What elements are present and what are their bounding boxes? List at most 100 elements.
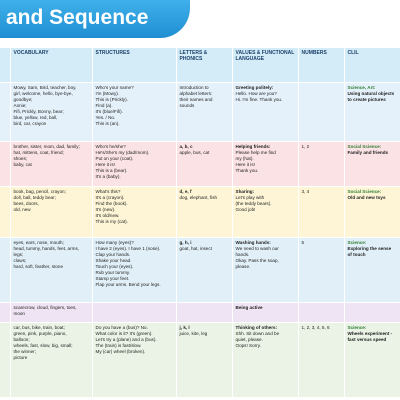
- cell-line: This is (an).: [95, 121, 120, 126]
- table-cell: Science, Art: Using natural objects to cre…: [344, 82, 400, 142]
- cell-line: What's this?: [95, 189, 121, 194]
- cell-line: the winner;: [13, 349, 36, 354]
- table-cell: g, h, i goat, hat, insect: [176, 237, 233, 303]
- column-header: CLIL: [344, 48, 400, 83]
- cell-heading: g, h, i: [179, 240, 192, 245]
- cell-line: girl, welcome, hello, bye-bye,: [13, 91, 73, 96]
- cell-line: Exploring the sense: [347, 246, 392, 251]
- cell-heading: Helping friends:: [235, 144, 271, 149]
- cell-line: Clap your hands.: [95, 252, 131, 257]
- banner-bar: [0, 0, 190, 38]
- cell-heading: Washing hands:: [235, 240, 271, 245]
- cell-line: (the teddy bears).: [235, 201, 272, 206]
- cell-line: bees, doors,: [13, 201, 39, 206]
- cell-heading: Social Science:: [347, 144, 382, 149]
- cell-line: Flap your arms. Bend your legs.: [95, 282, 161, 287]
- cell-line: baby, cat: [13, 162, 32, 167]
- cell-line: Family and friends: [347, 150, 389, 155]
- table-cell: Helping friends: Please help me find my (h…: [232, 141, 299, 187]
- cell-line: Wheels experiment -: [347, 331, 393, 336]
- cell-heading: Being active: [235, 305, 263, 310]
- cell-line: shoes;: [13, 156, 28, 161]
- cell-heading: Science:: [347, 325, 367, 330]
- banner: and Sequence: [0, 0, 400, 44]
- cell-line: Thank you.: [235, 168, 259, 173]
- cell-line: It's old/new.: [95, 213, 120, 218]
- cell-line: alphabet letters:: [179, 91, 213, 96]
- table-cell: Social Science: Old and new toys: [344, 186, 400, 238]
- cell-line: Hi. I'm fine. Thank you.: [235, 97, 283, 102]
- table-row: book, bag, pencil, crayon; doll, ball, te…: [0, 186, 400, 238]
- table-row: car, bus, bike, train, boat; green, pink,…: [0, 322, 400, 398]
- cell-line: apple, bus, cat: [179, 150, 210, 155]
- cell-line: dog, elephant, fish: [179, 195, 218, 200]
- header-cell: [0, 48, 11, 83]
- table-cell: scarecrow, cloud, fingers, toes, moon: [10, 302, 93, 323]
- table-row: scarecrow, cloud, fingers, toes, moon Bein…: [0, 302, 400, 323]
- table-row: Mowy, Sam, Bird, teacher, boy, girl, welc…: [0, 82, 400, 142]
- table-cell: What's this? It's a (crayon). Find the (bo…: [92, 186, 177, 238]
- table-cell: Science: Exploring the sense of touch: [344, 237, 400, 303]
- cell-line: book, bag, pencil, crayon;: [13, 189, 66, 194]
- cell-line: Yes. / No.: [95, 115, 116, 120]
- cell-line: We need to wash our: [235, 246, 279, 251]
- cell-line: Oops! Sorry.: [235, 343, 261, 348]
- cell-line: head, tummy, hands, feet, arms,: [13, 246, 80, 251]
- cell-line: Here it is!: [95, 162, 115, 167]
- cell-line: Please help me find: [235, 150, 276, 155]
- cell-line: Who's your name?: [95, 85, 134, 90]
- table-cell: Science: Wheels experiment - fast versus s…: [344, 322, 400, 398]
- table-cell: [344, 302, 400, 323]
- cell-line: This is a (bear).: [95, 168, 128, 173]
- cell-line: brother, sister, mom, dad, family;: [13, 144, 80, 149]
- cell-line: He's/She's my (dad/mom).: [95, 150, 150, 155]
- cell-line: Okay. Pass the soap,: [235, 258, 279, 263]
- cell-line: 1, 2, 3, 4, 5, 6: [301, 325, 330, 330]
- column-header: LETTERS & PHONICS: [176, 48, 233, 83]
- column-header: VALUES & FUNCTIONAL LANGUAGE: [232, 48, 299, 83]
- cell-line: blue, yellow, red, ball,: [13, 115, 58, 120]
- table-cell: [298, 302, 345, 323]
- cell-line: Let's play with: [235, 195, 265, 200]
- cell-line: Find (a).: [95, 103, 113, 108]
- cell-line: Stamp your feet.: [95, 276, 130, 281]
- cell-line: This is my (cat).: [95, 219, 128, 224]
- cell-line: It's a (baby).: [95, 174, 121, 179]
- cell-line: scarecrow, cloud, fingers, toes,: [13, 305, 77, 310]
- cell-line: Annie;: [13, 103, 27, 108]
- cell-line: This is (Prickly).: [95, 97, 128, 102]
- cell-heading: a, b, c: [179, 144, 193, 149]
- table-row: brother, sister, mom, dad, family; hat, m…: [0, 141, 400, 187]
- cell-line: to create pictures: [347, 97, 386, 102]
- cell-line: Put on your (coat).: [95, 156, 134, 161]
- cell-line: 1, 2: [301, 144, 310, 149]
- cell-line: doll, ball, teddy bear;: [13, 195, 56, 200]
- cell-line: juice, kite, leg: [179, 331, 208, 336]
- cell-line: goat, hat, insect: [179, 246, 212, 251]
- table-cell: Do you have a (bus)? No. What color is it…: [92, 322, 177, 398]
- table-row: eyes, ears, nose, mouth; head, tummy, han…: [0, 237, 400, 303]
- table-cell: Social Science: Family and friends: [344, 141, 400, 187]
- table-cell: [92, 302, 177, 323]
- cell-line: legs;: [13, 252, 24, 257]
- cell-line: Let's try a (plane) and a (bus).: [95, 337, 157, 342]
- cell-line: I'm (Mowy).: [95, 91, 120, 96]
- table-cell: [298, 82, 345, 142]
- cell-line: old, new: [13, 207, 31, 212]
- title: and Sequence: [6, 6, 149, 29]
- row-margin: [0, 82, 11, 142]
- cell-line: Shh. Sit down and be: [235, 331, 280, 336]
- cell-line: of touch: [347, 252, 366, 257]
- table-cell: Who's he/she? He's/She's my (dad/mom). Put…: [92, 141, 177, 187]
- row-margin: [0, 302, 11, 323]
- table-cell: How many (eyes)? I have 2 (eyes). I have …: [92, 237, 177, 303]
- row-margin: [0, 141, 11, 187]
- cell-line: Do you have a (bus)? No.: [95, 325, 148, 330]
- table-cell: 5: [298, 237, 345, 303]
- cell-line: fast versus speed: [347, 337, 387, 342]
- table-cell: car, bus, bike, train, boat; green, pink,…: [10, 322, 93, 398]
- cell-line: Shake your head.: [95, 258, 132, 263]
- cell-line: Hello. How are you?: [235, 91, 277, 96]
- cell-heading: Science, Art:: [347, 85, 376, 90]
- table-cell: Greeting politely: Hello. How are you? Hi.…: [232, 82, 299, 142]
